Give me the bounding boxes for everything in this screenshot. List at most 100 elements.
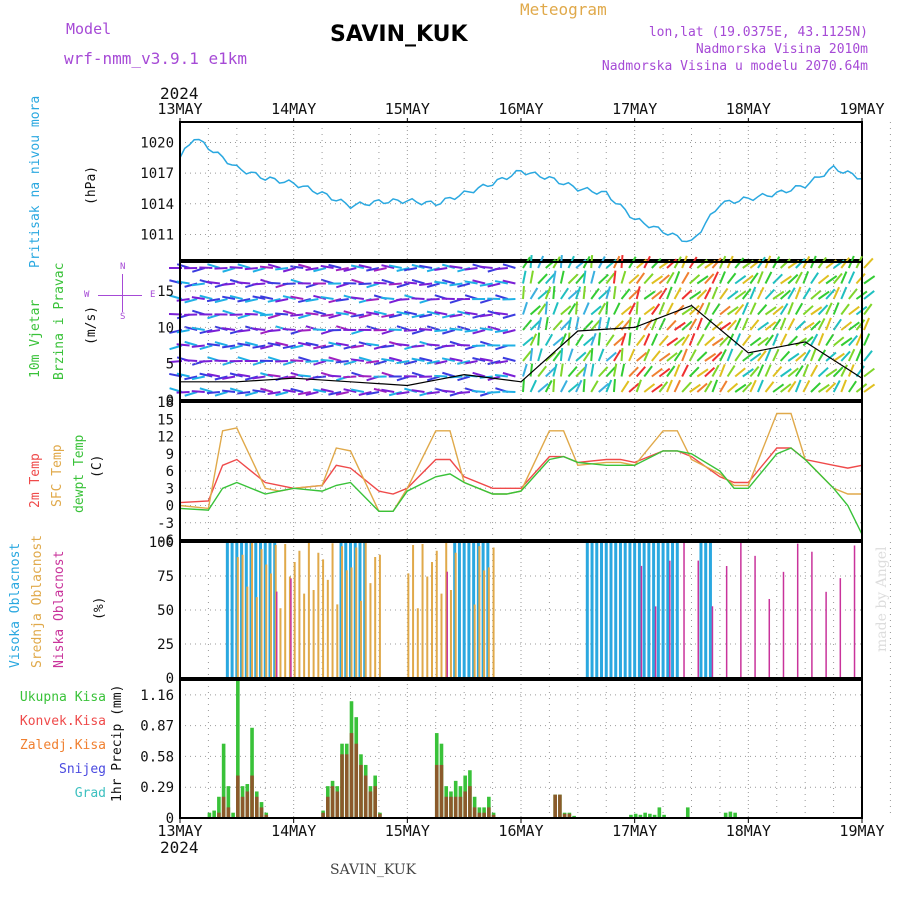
- wind-arrow: [320, 264, 334, 269]
- precip-convective-bar: [373, 786, 377, 818]
- wind-arrow: [275, 298, 289, 303]
- wind-arrow: [494, 373, 508, 378]
- wind-arrow: [597, 348, 605, 362]
- wind-arrow: [560, 305, 572, 316]
- wind-arrow: [559, 363, 564, 377]
- wind-arrow: [582, 270, 587, 284]
- precip-convective-bar: [359, 764, 363, 818]
- wind-arrow: [176, 329, 190, 334]
- wind-arrow: [267, 391, 281, 395]
- wind-arrow: [552, 363, 558, 377]
- wind-arrow: [320, 388, 334, 393]
- wind-arrow: [727, 306, 739, 316]
- wind-arrow: [381, 344, 395, 349]
- precip-convective-bar: [354, 743, 359, 818]
- wind-arrow: [426, 375, 440, 382]
- wind-arrow: [651, 350, 661, 362]
- wind-arrow: [373, 281, 387, 285]
- wind-arrow: [522, 285, 525, 300]
- wind-arrow: [312, 328, 327, 331]
- wind-arrow: [590, 287, 600, 300]
- wind-arrow: [651, 367, 663, 378]
- wind-arrow: [305, 312, 319, 316]
- wind-arrow: [381, 358, 395, 362]
- precip-convective-bar: [221, 796, 226, 818]
- wind-arrow: [252, 375, 266, 380]
- footer-station: SAVIN_KUK: [330, 862, 417, 878]
- wind-arrow: [472, 357, 486, 362]
- wind-arrow: [426, 325, 440, 331]
- wind-arrow: [472, 371, 486, 378]
- wind-arrow: [650, 333, 659, 346]
- wind-arrow: [772, 383, 785, 393]
- wind-arrow: [726, 382, 739, 393]
- wind-arrow: [537, 365, 548, 378]
- wind-arrow: [681, 271, 690, 285]
- wind-arrow: [298, 356, 312, 362]
- wind-arrow: [696, 333, 705, 346]
- precip-total-bar: [629, 814, 633, 818]
- precip-convective-bar: [439, 764, 444, 818]
- wind-arrow: [560, 287, 570, 300]
- wind-arrow: [802, 364, 810, 377]
- precip-convective-bar: [254, 796, 259, 818]
- wind-arrow: [711, 271, 719, 284]
- wind-arrow: [229, 372, 243, 378]
- wind-arrow: [582, 285, 586, 300]
- wind-arrow: [635, 366, 646, 378]
- wind-arrow: [494, 329, 508, 333]
- wind-arrow: [328, 374, 342, 378]
- precip-convective-bar: [491, 814, 496, 818]
- wind-arrow: [419, 357, 433, 362]
- wind-arrow: [176, 280, 190, 285]
- wind-arrow: [537, 273, 548, 285]
- wind-arrow: [658, 287, 668, 300]
- wind-arrow: [628, 382, 640, 393]
- wind-arrow: [757, 350, 767, 362]
- wind-arrow: [184, 298, 198, 304]
- wind-arrow: [366, 311, 380, 316]
- wind-arrow: [620, 347, 624, 362]
- wind-arrow: [620, 332, 627, 346]
- wind-arrow: [522, 378, 525, 393]
- wind-arrow: [848, 305, 860, 316]
- wind-arrow: [696, 302, 705, 315]
- wind-arrow: [252, 282, 266, 286]
- wind-arrow: [259, 313, 273, 317]
- wind-arrow: [411, 344, 425, 348]
- wind-arrow: [199, 360, 213, 363]
- wind-arrow: [598, 382, 610, 393]
- wind-arrow: [373, 387, 387, 393]
- wind-arrow: [552, 336, 564, 347]
- wind-arrow: [605, 286, 611, 300]
- wind-arrow: [832, 318, 842, 331]
- wind-arrow: [237, 313, 251, 320]
- x-tick-label-top: 17MAY: [612, 100, 657, 118]
- x-tick-label-bottom: 16MAY: [498, 822, 543, 840]
- wind-arrow: [328, 263, 342, 269]
- wind-arrow: [537, 303, 547, 316]
- wind-arrow: [711, 379, 719, 393]
- wind-arrow: [689, 304, 700, 316]
- cloud-tick-label: 75: [157, 569, 174, 585]
- wind-arrow: [545, 258, 557, 269]
- wind-arrow: [456, 391, 471, 395]
- wind-arrow: [522, 319, 533, 331]
- wind-arrow: [742, 274, 754, 285]
- wind-arrow: [855, 273, 866, 285]
- wind-arrow: [764, 348, 772, 362]
- wind-arrow: [522, 350, 532, 362]
- wind-arrow: [479, 282, 493, 287]
- wind-arrow: [817, 333, 825, 346]
- wind-arrow: [605, 317, 611, 331]
- wind-arrow: [840, 286, 848, 300]
- wind-arrow: [689, 383, 701, 393]
- legend-hail: Grad: [74, 786, 106, 801]
- wind-arrow: [719, 321, 732, 331]
- wind-arrow: [673, 321, 686, 331]
- wind-arrow: [825, 317, 832, 331]
- compass-cross-h: [98, 295, 142, 296]
- wind-arrow: [749, 302, 757, 315]
- wind-arrow: [696, 382, 708, 393]
- wind-arrow: [411, 278, 425, 285]
